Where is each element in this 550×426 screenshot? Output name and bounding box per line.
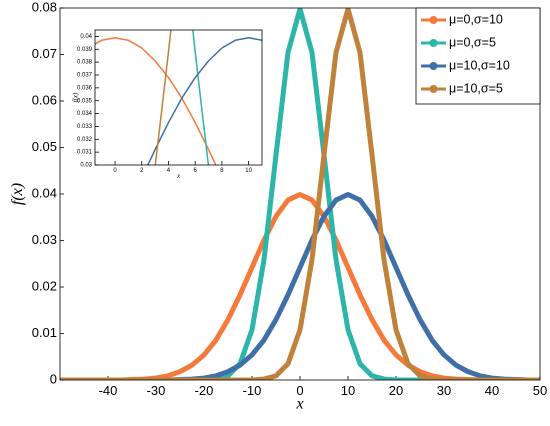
y-tick-label: 0.031 [77, 150, 93, 156]
x-tick-label: -30 [147, 383, 166, 398]
y-axis-label: f(x) [9, 183, 26, 205]
y-tick-label: 0.036 [77, 85, 93, 91]
x-tick-label: 2 [140, 168, 144, 174]
y-tick-label: 0.04 [80, 34, 92, 40]
y-tick-label: 0.04 [32, 185, 57, 200]
y-tick-label: 0.06 [32, 92, 57, 107]
x-tick-label: 50 [533, 383, 547, 398]
plot-area [95, 30, 262, 165]
y-tick-label: 0.03 [80, 163, 92, 169]
legend-marker [429, 16, 438, 24]
series-group [60, 8, 540, 380]
x-tick-label: 0 [113, 168, 117, 174]
y-tick-label: 0.05 [32, 139, 57, 154]
legend-marker [429, 39, 438, 47]
plot-frame [59, 7, 541, 381]
y-axis-label: f(x) [71, 92, 79, 102]
x-axis-label: x [295, 395, 303, 412]
x-tick-label: -40 [99, 383, 118, 398]
x-tick-label: 40 [485, 383, 499, 398]
legend-label: μ=10,σ=10 [449, 58, 510, 72]
series-line [60, 8, 540, 380]
x-tick-label: 10 [245, 168, 252, 174]
y-tick-label: 0.039 [77, 47, 93, 53]
x-tick-label: 10 [341, 383, 355, 398]
y-tick-label: 0.038 [77, 60, 93, 66]
series-line [147, 36, 262, 165]
y-tick-label: 0.035 [77, 98, 93, 104]
x-axis-label: x [176, 172, 181, 180]
series-line [95, 36, 217, 165]
y-tick-label: 0.037 [77, 73, 93, 79]
x-tick-label: 4 [167, 168, 171, 174]
y-tick-label: 0.01 [32, 325, 57, 340]
x-tick-label: -20 [195, 383, 214, 398]
plot-frame [94, 29, 263, 166]
y-tick-label: 0.033 [77, 124, 93, 130]
y-tick-label: 0.032 [77, 137, 93, 143]
series-line [60, 8, 540, 380]
x-tick-label: -10 [243, 383, 262, 398]
x-tick-label: 6 [194, 168, 198, 174]
series-line [60, 191, 540, 380]
y-tick-label: 0.08 [32, 0, 57, 14]
y-tick-label: 0 [50, 371, 57, 386]
legend-label: μ=0,σ=10 [449, 12, 503, 26]
x-tick-label: 30 [437, 383, 451, 398]
legend-label: μ=0,σ=5 [449, 35, 496, 49]
x-tick-label: 8 [220, 168, 224, 174]
x-tick-label: 0 [296, 383, 303, 398]
series-line [154, 30, 172, 165]
series-line [192, 30, 210, 165]
y-tick-label: 0.02 [32, 278, 57, 293]
legend-label: μ=10,σ=5 [449, 81, 503, 95]
series-group [95, 30, 262, 165]
y-tick-label: 0.034 [77, 111, 93, 117]
legend-marker [429, 62, 438, 70]
x-tick-label: 20 [389, 383, 403, 398]
legend-marker [429, 85, 438, 93]
y-tick-label: 0.03 [32, 232, 57, 247]
y-tick-label: 0.07 [32, 46, 57, 61]
